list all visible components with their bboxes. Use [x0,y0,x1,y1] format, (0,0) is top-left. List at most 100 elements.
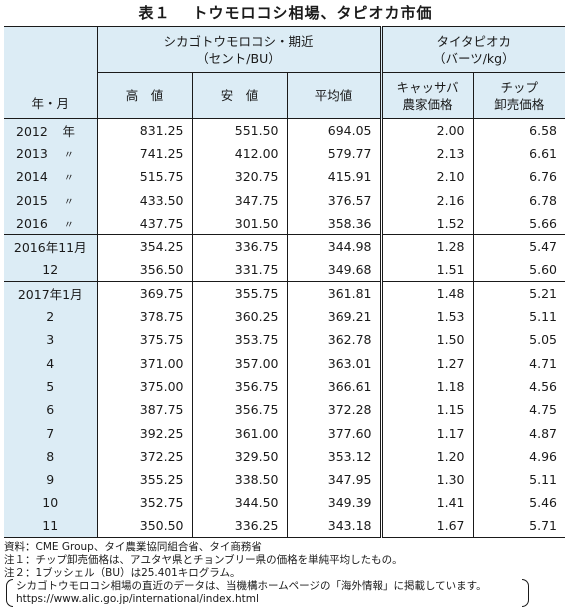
table-row: 2016 〃 437.75 301.50 358.36 1.52 5.66 [4,211,566,236]
cell-high: 355.25 [96,467,192,492]
note-1: 注１：チップ卸売価格は、アユタヤ県とチョンブリー県の価格を単純平均したもの。 [4,554,403,566]
cell-low: 329.50 [191,444,287,468]
row-label-year: 2014 [16,169,48,185]
row-label-period: 6 [46,402,55,418]
corn-group-header: シカゴトウモロコシ・期近 （セント/BU） [96,26,381,73]
row-label: 2 [4,304,97,329]
table-row: 5 375.00 356.75 366.61 1.18 4.56 [4,374,566,399]
row-label: 2015 〃 [4,188,97,212]
cell-chip: 5.71 [472,514,566,539]
cell-high: 437.75 [96,211,192,236]
cell-avg: 343.18 [286,514,381,539]
cell-avg: 349.68 [286,258,381,283]
corn-group-unit: （セント/BU） [196,50,281,66]
table-row: 4 371.00 357.00 363.01 1.27 4.71 [4,351,566,375]
cell-avg: 694.05 [286,118,381,142]
website-note-text: シカゴトウモロコシ相場の直近のデータは、当機構ホームページの「海外情報」に掲載し… [16,580,487,592]
row-label-suffix: 年 [62,123,76,139]
table-row: 3 375.75 353.75 362.78 1.50 5.05 [4,328,566,352]
tapioca-group-header: タイタピオカ （バーツ/kg） [379,26,566,73]
col-high-header: 高 値 [96,72,192,119]
table-row: 10 352.75 344.50 349.39 1.41 5.46 [4,491,566,515]
row-label: 2012 年 [4,118,97,142]
note-2: 注２：1ブッシェル（BU）は25.401キログラム。 [4,567,241,579]
row-label: 11 [4,514,97,539]
website-url: https://www.alic.go.jp/international/ind… [16,593,259,605]
cell-avg: 579.77 [286,141,381,166]
cell-high: 350.50 [96,514,192,539]
table-body: 2012 年 831.25 551.50 694.05 2.00 6.58 2013 〃 741.… [4,118,566,539]
cell-avg: 353.12 [286,444,381,468]
col-chip-line1: チップ [500,79,539,95]
row-label: 3 [4,328,97,352]
cell-chip: 5.21 [472,281,566,305]
col-avg-header: 平均値 [286,72,381,119]
cell-low: 412.00 [191,141,287,166]
row-label-suffix: 〃 [63,219,74,231]
cell-chip: 6.61 [472,141,566,166]
notes: 資料：CME Group、タイ農業協同組合省、タイ商務省 注１：チップ卸売価格は… [4,541,569,607]
cell-high: 433.50 [96,188,192,212]
cell-cassava: 1.20 [379,444,473,468]
cell-low: 320.75 [191,165,287,189]
col-chip-line2: 卸売価格 [494,96,545,112]
cell-cassava: 1.17 [379,421,473,445]
cell-cassava: 1.67 [379,514,473,539]
table-row: 8 372.25 329.50 353.12 1.20 4.96 [4,444,566,468]
table-row: 7 392.25 361.00 377.60 1.17 4.87 [4,421,566,445]
cell-cassava: 2.13 [379,141,473,166]
row-label-period: 10 [42,495,59,511]
cell-low: 347.75 [191,188,287,212]
cell-low: 551.50 [191,118,287,142]
row-label-period: 12 [42,262,59,278]
row-label: 12 [4,258,97,283]
row-label: 2013 〃 [4,141,97,166]
cell-chip: 4.96 [472,444,566,468]
table-row: 6 387.75 356.75 372.28 1.15 4.75 [4,398,566,422]
cell-avg: 376.57 [286,188,381,212]
cell-chip: 5.11 [472,304,566,329]
cell-low: 336.25 [191,514,287,539]
cell-cassava: 1.51 [379,258,473,283]
cell-high: 375.00 [96,374,192,399]
cell-chip: 5.60 [472,258,566,283]
cell-avg: 377.60 [286,421,381,445]
cell-avg: 372.28 [286,398,381,422]
row-label-period: 3 [46,332,55,348]
cell-low: 356.75 [191,374,287,399]
cell-low: 353.75 [191,328,287,352]
cell-cassava: 1.27 [379,351,473,375]
cell-chip: 5.46 [472,491,566,515]
cell-low: 331.75 [191,258,287,283]
table-title: 表１ トウモロコシ相場、タピオカ市価 [0,2,571,23]
cell-cassava: 2.16 [379,188,473,212]
cell-avg: 362.78 [286,328,381,352]
table-row: 2014 〃 515.75 320.75 415.91 2.10 6.76 [4,165,566,189]
cell-cassava: 1.30 [379,467,473,492]
price-table: 年・月 シカゴトウモロコシ・期近 （セント/BU） タイタピオカ （バーツ/kg… [4,26,566,539]
row-label-period: 2016年11月 [13,240,87,256]
row-label-year: 2013 [16,145,48,161]
cell-low: 344.50 [191,491,287,515]
website-note: シカゴトウモロコシ相場の直近のデータは、当機構ホームページの「海外情報」に掲載し… [4,579,569,607]
cell-avg: 415.91 [286,165,381,189]
cell-low: 357.00 [191,351,287,375]
cell-cassava: 1.28 [379,234,473,259]
row-label-suffix: 〃 [63,173,74,185]
cell-cassava: 1.50 [379,328,473,352]
cell-avg: 349.39 [286,491,381,515]
row-label: 6 [4,398,97,422]
cell-high: 387.75 [96,398,192,422]
cell-chip: 6.76 [472,165,566,189]
row-label: 7 [4,421,97,445]
cell-cassava: 1.15 [379,398,473,422]
cell-chip: 4.71 [472,351,566,375]
cell-high: 371.00 [96,351,192,375]
cell-chip: 4.87 [472,421,566,445]
row-label: 10 [4,491,97,515]
cell-chip: 6.78 [472,188,566,212]
corn-group-title: シカゴトウモロコシ・期近 [163,33,314,49]
table-row: 2012 年 831.25 551.50 694.05 2.00 6.58 [4,118,566,142]
cell-avg: 366.61 [286,374,381,399]
row-label-period: 7 [46,425,55,441]
